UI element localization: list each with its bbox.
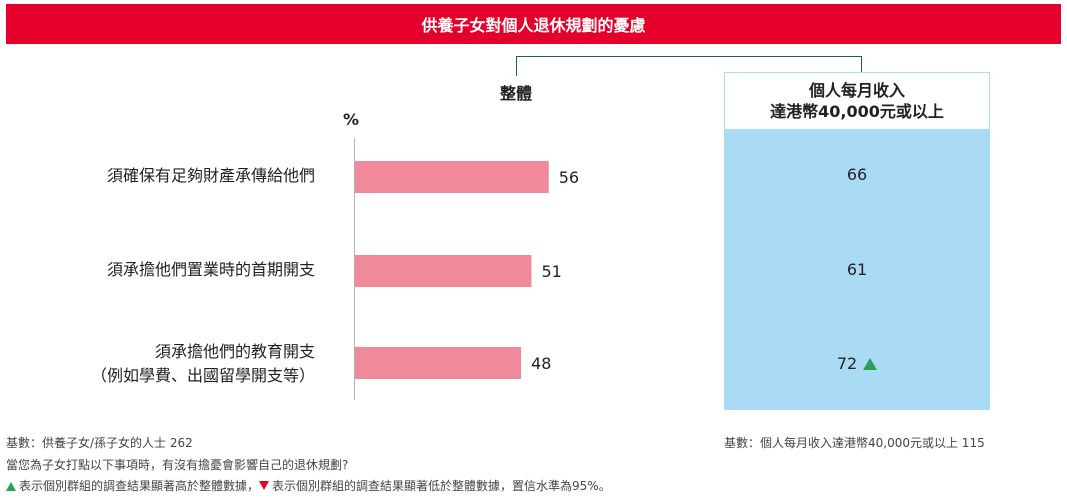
unit-label: % [343,110,360,129]
bar-axis [354,138,355,400]
overall-bar-2 [355,255,532,287]
category-label-3: 須承擔他們的教育開支 （例如學費、出國留學開支等） [90,342,315,385]
legend-down-icon [259,481,270,490]
category-label-1: 須確保有足夠財產承傳給他們 [106,166,315,185]
overall-bar-label-2: 51 [541,262,561,281]
significant-higher-icon [863,358,878,370]
segment-column-header: 個人每月收入 達港幣40,000元或以上 [770,81,944,121]
overall-bar-label-3: 48 [531,354,551,373]
segment-value-1: 66 [846,165,868,184]
overall-bar-label-1: 56 [559,168,579,187]
segment-value-2: 61 [846,260,868,279]
column-connector [516,56,862,76]
legend-up-icon [6,482,16,491]
segment-panel-fill [725,129,989,409]
chart-title: 供養子女對個人退休規劃的憂慮 [6,4,1061,44]
base-segment-note: 基數：個人每月收入達港幣40,000元或以上 115 [724,436,985,450]
category-label-2: 須承擔他們置業時的首期開支 [106,260,315,279]
segment-value-3: 72 [724,354,990,373]
overall-bar-3 [355,347,522,379]
overall-bar-1 [355,161,549,193]
base-overall-note: 基數：供養子女/孫子女的人士 262 [6,436,193,450]
question-note: 當您為子女打點以下事項時，有沒有擔憂會影響自己的退休規劃? [6,458,349,472]
significance-legend: 表示個別群組的調查結果顯著高於整體數據， 表示個別群組的調查結果顯著低於整體數據，… [6,477,611,494]
overall-column-header: 整體 [499,84,532,103]
overall-bar-chart: 56 51 48 [355,161,579,379]
segment-panel: 個人每月收入 達港幣40,000元或以上 [724,72,990,410]
